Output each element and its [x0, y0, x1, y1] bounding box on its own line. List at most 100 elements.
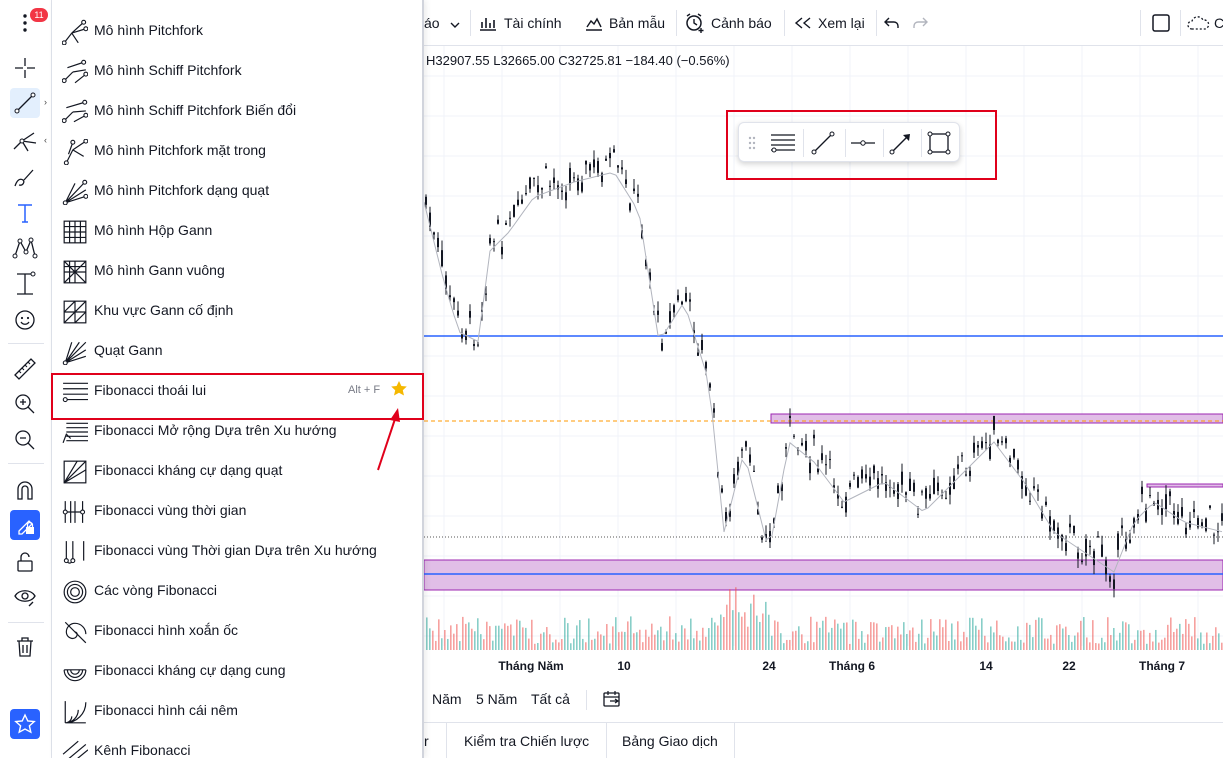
- trash-icon[interactable]: [10, 632, 40, 662]
- trend-line-icon[interactable]: [807, 128, 839, 158]
- chevron-right-icon[interactable]: ›: [44, 97, 47, 107]
- candle-body: [821, 453, 823, 461]
- candle-body: [937, 482, 939, 491]
- menu-item-inside-pitchfork[interactable]: Mô hình Pitchfork mặt trong: [52, 130, 422, 170]
- volume-bar: [714, 622, 716, 650]
- volume-bar: [909, 630, 911, 650]
- candle-body: [637, 193, 639, 197]
- emoji-icon[interactable]: [10, 305, 40, 335]
- tab-trading-panel[interactable]: Bảng Giao dịch: [622, 723, 718, 758]
- menu-item-fib-retracement[interactable]: Fibonacci thoái lui Alt + F: [52, 370, 422, 410]
- range-year-button[interactable]: Năm: [432, 691, 462, 707]
- fullscreen-button[interactable]: [1152, 0, 1170, 46]
- volume-bar: [435, 640, 437, 650]
- menu-item-label: Fibonacci vùng Thời gian Dựa trên Xu hướ…: [94, 542, 377, 558]
- candle-body: [901, 471, 903, 485]
- pitchfork-icon[interactable]: [10, 126, 40, 156]
- tab-strategy-tester[interactable]: Kiểm tra Chiến lược: [464, 723, 589, 758]
- favorite-star-icon[interactable]: [390, 380, 408, 403]
- chevron-left-icon[interactable]: ‹: [44, 135, 47, 145]
- brush-icon[interactable]: [10, 163, 40, 193]
- zoom-in-icon[interactable]: [10, 389, 40, 419]
- menu-item-fib-speed-fan[interactable]: Fibonacci kháng cự dạng quạt: [52, 450, 422, 490]
- indicators-partial-button[interactable]: áo: [424, 0, 460, 46]
- chart-area[interactable]: Tháng Năm 10 24 Tháng 6 14 22 Tháng 7: [423, 46, 1223, 680]
- menu-item-gann-square[interactable]: Mô hình Gann vuông: [52, 250, 422, 290]
- menu-item-fib-circles[interactable]: Các vòng Fibonacci: [52, 570, 422, 610]
- candle-body: [477, 344, 479, 346]
- candle-body: [1121, 525, 1123, 529]
- tab-partial[interactable]: r: [424, 723, 429, 758]
- favorite-star-icon[interactable]: [10, 709, 40, 739]
- range-all-button[interactable]: Tất cả: [531, 691, 570, 707]
- price-chart[interactable]: Tháng Năm 10 24 Tháng 6 14 22 Tháng 7: [423, 46, 1223, 680]
- menu-item-fib-trend-time[interactable]: Fibonacci vùng Thời gian Dựa trên Xu hướ…: [52, 530, 422, 570]
- menu-item-pitchfork[interactable]: Mô hình Pitchfork: [52, 10, 422, 50]
- undo-button[interactable]: [884, 0, 900, 46]
- volume-bar: [1104, 642, 1106, 650]
- financials-button[interactable]: Tài chính: [478, 0, 562, 46]
- shortcut-hint: Alt + F: [348, 384, 381, 396]
- templates-button[interactable]: Bản mẫu: [584, 0, 665, 46]
- menu-item-fib-channel[interactable]: Kênh Fibonacci: [52, 730, 422, 758]
- redo-button[interactable]: [912, 0, 928, 46]
- forecast-icon[interactable]: [10, 269, 40, 299]
- menu-item-gann-box[interactable]: Mô hình Hộp Gann: [52, 210, 422, 250]
- menu-item-pitchfan[interactable]: Mô hình Pitchfork dạng quạt: [52, 170, 422, 210]
- text-icon[interactable]: [10, 198, 40, 228]
- candle-body: [1077, 552, 1079, 559]
- volume-bar: [1206, 632, 1208, 650]
- replay-button[interactable]: Xem lại: [794, 0, 865, 46]
- menu-dots-icon[interactable]: [10, 8, 40, 38]
- horizontal-ray-icon[interactable]: [847, 128, 879, 158]
- candle-body: [813, 434, 815, 439]
- menu-item-fib-time-zone[interactable]: Fibonacci vùng thời gian: [52, 490, 422, 530]
- volume-bar: [429, 628, 431, 650]
- zoom-out-icon[interactable]: [10, 425, 40, 455]
- drag-handle-icon[interactable]: [741, 128, 763, 158]
- fib-levels-icon[interactable]: [767, 128, 799, 158]
- volume-bar: [960, 641, 962, 650]
- volume-bar: [582, 638, 584, 650]
- lock-drawing-icon[interactable]: [10, 510, 40, 540]
- menu-item-gann-fan[interactable]: Quạt Gann: [52, 330, 422, 370]
- menu-item-schiff-pitchfork[interactable]: Mô hình Schiff Pitchfork: [52, 50, 422, 90]
- menu-item-fib-spiral[interactable]: Fibonacci hình xoắn ốc: [52, 610, 422, 650]
- menu-item-gann-square-fixed[interactable]: Khu vực Gann cố định: [52, 290, 422, 330]
- trend-line-icon[interactable]: [10, 88, 40, 118]
- candle-body: [1125, 539, 1127, 549]
- candle-body: [1209, 505, 1211, 508]
- candle-body: [921, 491, 923, 493]
- volume-bar: [888, 626, 890, 650]
- volume-bar: [1005, 641, 1007, 650]
- arrow-line-icon[interactable]: [885, 128, 917, 158]
- eye-icon[interactable]: [10, 582, 40, 612]
- crosshair-icon[interactable]: [10, 53, 40, 83]
- menu-item-fib-arcs[interactable]: Fibonacci kháng cự dạng cung: [52, 650, 422, 690]
- goto-date-icon[interactable]: [602, 690, 622, 713]
- candle-body: [789, 415, 791, 419]
- magnet-icon[interactable]: [10, 475, 40, 505]
- candle-body: [881, 474, 883, 476]
- pattern-icon[interactable]: [10, 233, 40, 263]
- unlock-icon[interactable]: [10, 547, 40, 577]
- chevron-down-icon[interactable]: [450, 15, 460, 31]
- volume-bar: [549, 634, 551, 650]
- menu-item-modified-schiff-pitchfork[interactable]: Mô hình Schiff Pitchfork Biến đổi: [52, 90, 422, 130]
- ruler-icon[interactable]: [10, 354, 40, 384]
- volume-bar: [774, 620, 776, 650]
- cloud-save-button[interactable]: C: [1186, 0, 1223, 46]
- rectangle-icon[interactable]: [923, 128, 955, 158]
- menu-item-fib-extension[interactable]: Fibonacci Mở rộng Dựa trên Xu hướng: [52, 410, 422, 450]
- tab-divider: [734, 723, 735, 758]
- volume-bar: [1068, 635, 1070, 650]
- candle-body: [997, 439, 999, 444]
- candle-body: [961, 455, 963, 457]
- volume-bar: [717, 625, 719, 650]
- range-5-years-button[interactable]: 5 Năm: [476, 691, 518, 707]
- alert-button[interactable]: Cảnh báo: [684, 0, 772, 46]
- volume-bar: [906, 633, 908, 650]
- candle-body: [977, 444, 979, 448]
- volume-bar: [453, 633, 455, 650]
- menu-item-fib-wedge[interactable]: Fibonacci hình cái nêm: [52, 690, 422, 730]
